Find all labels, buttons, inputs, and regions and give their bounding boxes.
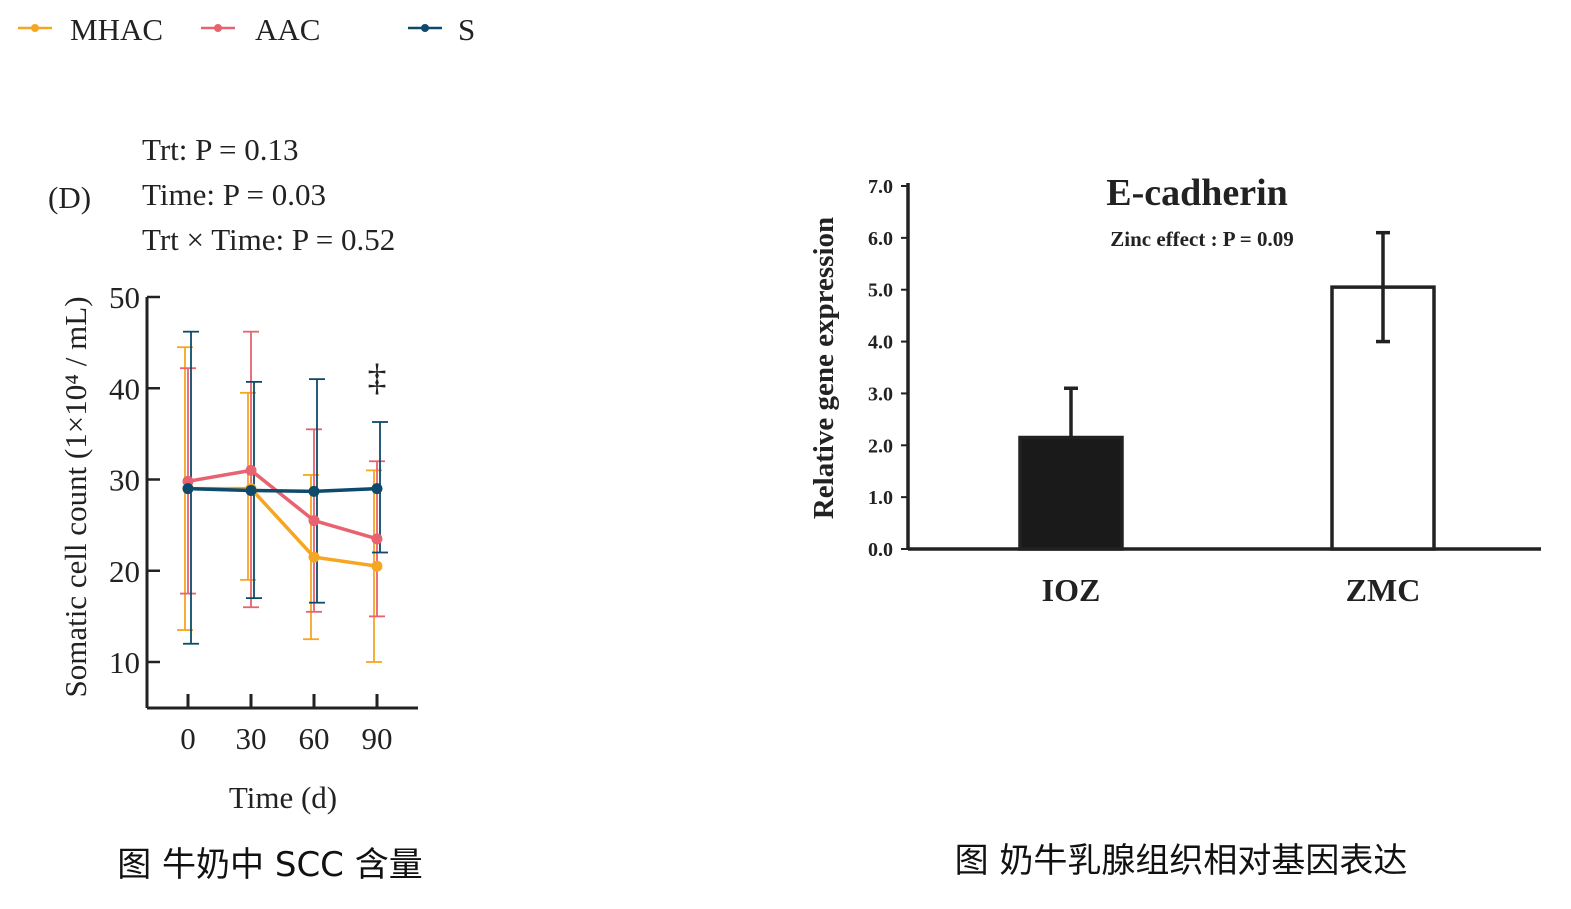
point-mhac-60 xyxy=(308,551,320,563)
left-x-tick-label-30: 30 xyxy=(236,721,267,756)
right-caption: 图 奶牛乳腺组织相对基因表达 xyxy=(955,841,1408,881)
right-y-tick-label-0: 0.0 xyxy=(868,539,893,561)
legend-item-mhac: MHAC xyxy=(18,12,163,47)
left-y-axis-label: Somatic cell count (1×10⁴ / mL) xyxy=(58,296,93,697)
legend-label-s: S xyxy=(458,12,475,47)
right-y-tick-label-3: 3.0 xyxy=(868,383,893,405)
left-y-tick-label-10: 10 xyxy=(109,645,140,680)
point-s-60 xyxy=(308,485,320,497)
right-chart-title: E-cadherin xyxy=(1106,172,1288,214)
point-s-0 xyxy=(182,483,194,495)
legend-marker-s xyxy=(421,24,429,32)
left-y-ticks: 10 20 30 40 50 xyxy=(109,280,160,680)
legend-label-aac: AAC xyxy=(255,12,320,47)
right-error-bars xyxy=(1064,230,1390,438)
left-x-tick-label-90: 90 xyxy=(362,721,393,756)
right-bars xyxy=(1018,285,1436,551)
series-line-s xyxy=(187,486,378,494)
stat-time: Time: P = 0.03 xyxy=(142,177,326,212)
left-caption: 图 牛奶中 SCC 含量 xyxy=(117,845,423,885)
left-y-tick-label-50: 50 xyxy=(109,280,140,315)
right-x-tick-label-ioz: IOZ xyxy=(1042,572,1101,608)
left-x-axis-label: Time (d) xyxy=(229,780,337,815)
right-y-ticks: 0.0 1.0 2.0 3.0 4.0 5.0 6.0 7.0 xyxy=(868,176,908,561)
point-mhac-90 xyxy=(371,560,383,572)
left-panel: (D) Trt: P = 0.13 Time: P = 0.03 Trt × T… xyxy=(48,132,423,885)
right-y-tick-label-2: 2.0 xyxy=(868,435,893,457)
legend: MHAC AAC S xyxy=(18,12,475,47)
point-s-30 xyxy=(245,484,257,496)
right-y-tick-label-7: 7.0 xyxy=(868,176,893,198)
left-y-tick-label-30: 30 xyxy=(109,463,140,498)
legend-marker-mhac xyxy=(31,24,39,32)
left-x-tick-label-0: 0 xyxy=(180,721,196,756)
bar-ioz xyxy=(1018,435,1124,551)
stat-interaction: Trt × Time: P = 0.52 xyxy=(142,222,395,257)
legend-item-aac: AAC xyxy=(201,12,320,47)
left-y-tick-label-40: 40 xyxy=(109,371,140,406)
right-y-tick-label-6: 6.0 xyxy=(868,228,893,250)
left-series-lines xyxy=(187,468,378,568)
right-panel: 0.0 1.0 2.0 3.0 4.0 5.0 6.0 7.0 IOZ ZMC E-cadher… xyxy=(808,172,1541,881)
legend-label-mhac: MHAC xyxy=(70,12,163,47)
left-x-ticks: 0 30 60 90 xyxy=(180,694,393,756)
left-x-tick-label-60: 60 xyxy=(299,721,330,756)
point-aac-60 xyxy=(308,515,320,527)
panel-label: (D) xyxy=(48,180,91,215)
right-y-tick-label-5: 5.0 xyxy=(868,280,893,302)
right-x-tick-label-zmc: ZMC xyxy=(1346,572,1421,608)
legend-marker-aac xyxy=(214,24,222,32)
point-s-90 xyxy=(371,483,383,495)
right-y-tick-label-4: 4.0 xyxy=(868,332,893,354)
stat-trt: Trt: P = 0.13 xyxy=(142,132,298,167)
right-y-axis-label: Relative gene expression xyxy=(808,217,840,519)
series-line-aac xyxy=(187,468,378,541)
right-chart-subtitle: Zinc effect : P = 0.09 xyxy=(1110,227,1293,251)
left-y-tick-label-20: 20 xyxy=(109,554,140,589)
right-y-tick-label-1: 1.0 xyxy=(868,487,893,509)
left-series-points xyxy=(182,464,383,572)
point-aac-30 xyxy=(245,464,257,476)
legend-item-s: S xyxy=(408,12,475,47)
right-x-tick-labels: IOZ ZMC xyxy=(1042,572,1421,608)
significance-annotation: ‡ xyxy=(368,357,387,399)
point-aac-90 xyxy=(371,533,383,545)
series-line-mhac xyxy=(188,486,378,568)
